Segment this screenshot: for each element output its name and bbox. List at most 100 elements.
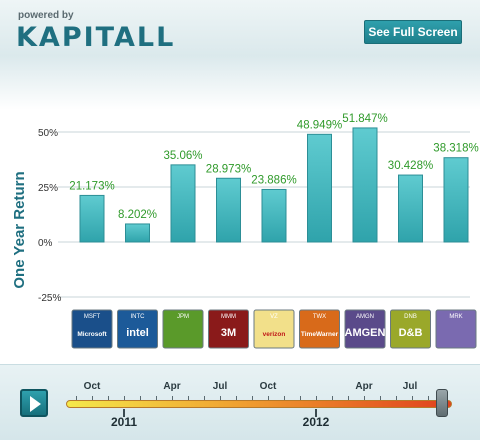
timeline-month-label: Apr	[355, 381, 373, 392]
kapitall-logo: KAPITALL	[16, 22, 176, 53]
timeline-tick	[268, 396, 269, 400]
timeline-tick	[92, 396, 93, 400]
logo-intc[interactable]: INTC intel	[117, 309, 158, 349]
bar-vz	[261, 188, 287, 243]
see-full-screen-button[interactable]: See Full Screen	[364, 20, 462, 44]
bar-intc	[125, 223, 150, 243]
logo-tile	[299, 309, 340, 349]
y-tick-label: 0%	[38, 238, 53, 249]
timeline-tick	[108, 396, 109, 400]
logo-tile	[435, 309, 477, 349]
value-label: 30.428%	[388, 160, 433, 172]
value-label: 48.949%	[297, 119, 342, 131]
bar-jpm	[170, 164, 196, 243]
logo-mmm[interactable]: MMM 3M	[208, 309, 249, 349]
bar-mrk	[443, 157, 469, 243]
logo-ticker: AMGN	[356, 314, 374, 320]
timeline-tick	[252, 396, 253, 400]
bar-dnb	[398, 174, 423, 243]
logo-tile	[162, 309, 204, 349]
logo-ticker: TWX	[313, 314, 326, 320]
logo-jpm[interactable]: JPM	[162, 309, 204, 349]
company-logos-row: MSFT Microsoft INTC intel JPM MMM 3M VZ verizon T…	[71, 309, 477, 349]
logo-tile	[344, 309, 386, 349]
timeline-tick	[364, 396, 365, 400]
value-label: 28.973%	[206, 163, 251, 175]
timeline-month-label: Oct	[83, 381, 101, 392]
logo-vz[interactable]: VZ verizon	[253, 309, 295, 349]
timeline-tick	[332, 396, 333, 400]
timeline-tick	[412, 396, 413, 400]
timeline-year-marker	[315, 409, 317, 417]
timeline-year-label: 2011	[110, 415, 138, 429]
timeline-year-label: 2012	[302, 415, 330, 429]
timeline-tick	[204, 396, 205, 400]
logo-name: intel	[126, 327, 149, 339]
logo-dnb[interactable]: DNB D&B	[390, 309, 431, 349]
powered-by-text: powered by	[18, 10, 74, 21]
logo-amgn[interactable]: AMGN AMGEN	[344, 309, 386, 349]
value-label: 51.847%	[342, 113, 387, 125]
timeline-tick	[140, 396, 141, 400]
timeline-tick	[300, 396, 301, 400]
timeline-slider-handle[interactable]	[436, 389, 448, 417]
play-icon	[30, 396, 41, 412]
timeline-month-label: Apr	[163, 381, 181, 392]
bar-twx	[307, 133, 332, 243]
timeline-month-label: Jul	[402, 381, 418, 392]
logo-name: D&B	[399, 327, 423, 339]
timeline-month-label: Jul	[212, 381, 228, 392]
logo-mrk[interactable]: MRK	[435, 309, 477, 349]
logo-name: 3M	[221, 327, 236, 339]
logo-ticker: JPM	[177, 314, 189, 320]
logo-ticker: INTC	[131, 314, 146, 320]
bar-mmm	[216, 177, 241, 243]
y-tick-label: 50%	[38, 128, 58, 139]
timeline-tick	[156, 396, 157, 400]
timeline-tick	[316, 396, 317, 400]
timeline-tick	[396, 396, 397, 400]
one-year-return-chart: One Year Return 50% 25% 0% -25% 21.173% 8.202%…	[11, 113, 479, 304]
y-tick-label: -25%	[38, 293, 61, 304]
timeline-tick	[380, 396, 381, 400]
value-label: 8.202%	[118, 209, 157, 221]
logo-tile	[208, 309, 249, 349]
y-tick-label: 25%	[38, 183, 58, 194]
y-axis-label: One Year Return	[11, 171, 28, 288]
logo-ticker: VZ	[270, 314, 278, 320]
logo-msft[interactable]: MSFT Microsoft	[71, 309, 113, 349]
logo-tile	[253, 309, 295, 349]
logo-name: TimeWarner	[301, 331, 339, 338]
logo-twx[interactable]: TWX TimeWarner	[299, 309, 340, 349]
timeline-month-label: Oct	[259, 381, 277, 392]
logo-tile	[71, 309, 113, 349]
value-label: 23.886%	[251, 174, 296, 186]
timeline-slider-track[interactable]	[66, 400, 452, 408]
logo-ticker: MSFT	[84, 314, 101, 320]
timeline-year-marker	[123, 409, 125, 417]
logo-ticker: DNB	[404, 314, 417, 320]
timeline-tick	[172, 396, 173, 400]
bar-msft	[79, 194, 105, 243]
bar-amgn	[352, 127, 378, 243]
timeline-tick	[428, 396, 429, 400]
logo-tile	[117, 309, 158, 349]
timeline-bar: Oct Apr Jul Oct Apr Jul 2011 2012	[0, 364, 480, 440]
timeline-tick	[124, 396, 125, 400]
timeline-tick	[188, 396, 189, 400]
value-label: 38.318%	[433, 143, 478, 155]
logo-name: AMGEN	[345, 327, 386, 339]
value-label: 35.06%	[163, 150, 202, 162]
timeline-tick	[220, 396, 221, 400]
logo-name: Microsoft	[77, 331, 107, 338]
timeline-tick	[284, 396, 285, 400]
logo-ticker: MMM	[221, 314, 236, 320]
timeline-tick	[76, 396, 77, 400]
chart-area: One Year Return 50% 25% 0% -25% 21.173% 8.202%…	[0, 56, 480, 356]
header-bar: powered by KAPITALL See Full Screen	[0, 0, 480, 56]
logo-tile	[390, 309, 431, 349]
logo-name: verizon	[263, 331, 286, 338]
value-label: 21.173%	[69, 180, 114, 192]
play-button[interactable]	[20, 389, 48, 417]
timeline-tick	[236, 396, 237, 400]
